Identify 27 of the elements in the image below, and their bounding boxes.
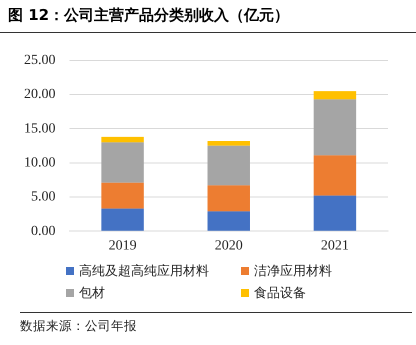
y-tick-label: 15.00 — [24, 121, 56, 136]
y-tick-label: 20.00 — [24, 87, 56, 102]
bar — [208, 141, 250, 146]
y-tick-label: 5.00 — [31, 190, 56, 205]
bar — [314, 99, 356, 156]
bar — [208, 185, 250, 212]
legend-label: 洁净应用材料 — [254, 263, 332, 280]
bar — [314, 91, 356, 100]
chart-title: 图 12：公司主营产品分类别收入（亿元） — [8, 6, 290, 25]
bar — [314, 196, 356, 231]
bar — [208, 146, 250, 186]
source-note: 数据来源：公司年报 — [20, 318, 137, 335]
bar — [314, 155, 356, 196]
bar — [101, 182, 144, 209]
legend-label: 高纯及超高纯应用材料 — [79, 263, 209, 280]
legend-label: 包材 — [79, 285, 105, 302]
x-tick-label: 2020 — [214, 238, 243, 254]
legend-label: 食品设备 — [254, 285, 306, 302]
y-tick-label: 10.00 — [24, 156, 56, 171]
y-tick-label: 0.00 — [31, 224, 56, 239]
bar — [101, 142, 144, 183]
x-tick-label: 2019 — [108, 238, 137, 254]
bar — [208, 211, 250, 231]
bar — [101, 136, 144, 142]
bar — [101, 208, 144, 231]
x-tick-label: 2021 — [320, 238, 349, 254]
y-tick-label: 25.00 — [24, 53, 56, 68]
